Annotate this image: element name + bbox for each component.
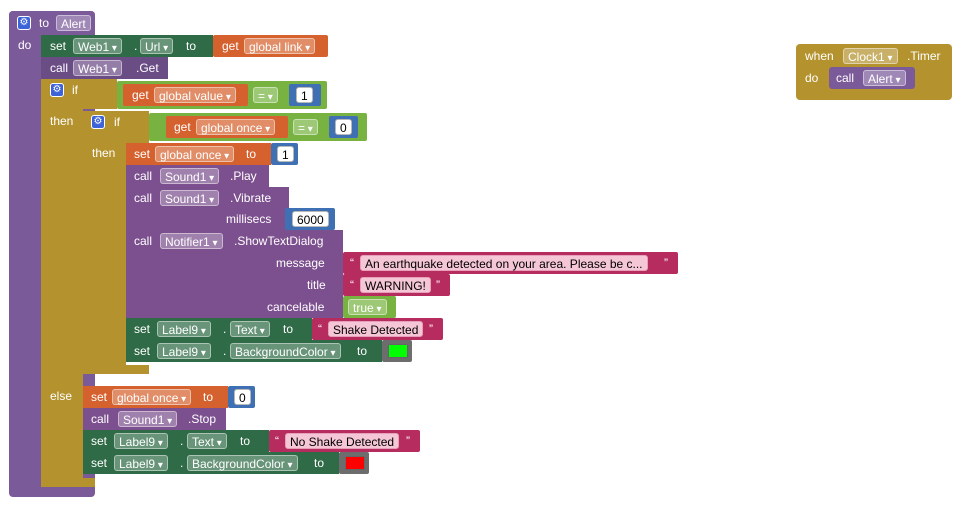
text-property-dropdown[interactable]: Text — [187, 433, 227, 449]
url-property-dropdown[interactable]: Url — [140, 38, 174, 54]
to-keyword: to — [186, 39, 197, 53]
web1-component-dropdown[interactable]: Web1 — [73, 38, 122, 54]
quote-open-icon: “ — [275, 434, 279, 448]
red-color-swatch[interactable] — [345, 456, 365, 470]
quote-close-icon: ” — [429, 322, 433, 336]
sound1-component-dropdown[interactable]: Sound1 — [160, 190, 220, 206]
clock1-component-dropdown[interactable]: Clock1 — [843, 48, 898, 64]
backgroundcolor-property-dropdown[interactable]: BackgroundColor — [230, 343, 341, 359]
label9-component-dropdown[interactable]: Label9 — [114, 455, 168, 471]
stop-method-label: .Stop — [188, 412, 217, 426]
shake-detected-text-field[interactable]: Shake Detected — [328, 321, 424, 337]
label9-component-dropdown[interactable]: Label9 — [157, 321, 211, 337]
backgroundcolor-property-dropdown[interactable]: BackgroundColor — [187, 455, 298, 471]
if-gear-icon[interactable]: ⚙ — [50, 83, 64, 97]
quote-open-icon: “ — [350, 278, 354, 292]
if-keyword: if — [72, 83, 78, 97]
true-value-dropdown[interactable]: true — [348, 299, 387, 315]
global-once-variable-dropdown[interactable]: global once — [155, 146, 235, 162]
alert-procedure-dropdown[interactable]: Alert — [863, 70, 906, 86]
when-keyword: when — [805, 49, 834, 63]
to-keyword: to — [240, 434, 251, 448]
show-text-dialog-method-label: .ShowTextDialog — [234, 234, 324, 248]
get-keyword: get — [132, 88, 149, 102]
keyword-do: do — [18, 38, 32, 52]
procedure-name-field[interactable]: Alert — [56, 15, 91, 31]
number-value-field[interactable]: 1 — [277, 146, 294, 162]
number-value-field[interactable]: 6000 — [292, 211, 329, 227]
dot-separator: . — [134, 39, 138, 53]
message-text-field[interactable]: An earthquake detected on your area. Ple… — [360, 255, 648, 271]
millisecs-param-label: millisecs — [226, 212, 272, 226]
number-value-field[interactable]: 0 — [335, 119, 352, 135]
call-keyword: call — [134, 191, 153, 205]
else-keyword: else — [50, 389, 73, 403]
get-keyword: get — [174, 120, 191, 134]
inner-if-keyword: if — [114, 115, 120, 129]
call-keyword: call — [50, 61, 69, 75]
sound1-component-dropdown[interactable]: Sound1 — [118, 411, 178, 427]
inner-if-block[interactable] — [83, 111, 126, 373]
call-keyword: call — [91, 412, 110, 426]
dot-separator: . — [180, 456, 184, 470]
quote-close-icon: ” — [664, 256, 668, 270]
then-keyword: then — [50, 114, 74, 128]
inner-if-bottom[interactable] — [83, 365, 149, 374]
to-keyword: to — [203, 390, 214, 404]
set-keyword: set — [134, 344, 151, 358]
set-keyword: set — [91, 434, 108, 448]
cancelable-param-label: cancelable — [267, 300, 325, 314]
get-keyword: get — [222, 39, 239, 53]
global-link-variable-dropdown[interactable]: global link — [244, 38, 316, 54]
to-keyword: to — [246, 147, 257, 161]
set-keyword: set — [91, 456, 108, 470]
call-keyword: call — [134, 234, 153, 248]
equals-operator-dropdown[interactable]: = — [253, 87, 278, 103]
if-else-bottom[interactable] — [41, 478, 95, 487]
set-keyword: set — [91, 390, 108, 404]
vibrate-method-label: .Vibrate — [230, 191, 272, 205]
keyword-to: to — [39, 16, 50, 30]
inner-if-gear-icon[interactable]: ⚙ — [91, 115, 105, 129]
dot-separator: . — [180, 434, 184, 448]
to-keyword: to — [283, 322, 294, 336]
set-keyword: set — [134, 147, 151, 161]
timer-event-label: .Timer — [907, 49, 941, 63]
global-once-variable-dropdown[interactable]: global once — [112, 389, 192, 405]
label9-component-dropdown[interactable]: Label9 — [114, 433, 168, 449]
green-color-swatch[interactable] — [388, 344, 408, 358]
title-text-field[interactable]: WARNING! — [360, 277, 431, 293]
sound1-component-dropdown[interactable]: Sound1 — [160, 168, 220, 184]
quote-close-icon: ” — [406, 434, 410, 448]
to-keyword: to — [314, 456, 325, 470]
if-else-block[interactable] — [41, 79, 83, 485]
label9-component-dropdown[interactable]: Label9 — [157, 343, 211, 359]
do-keyword: do — [805, 71, 819, 85]
notifier1-component-dropdown[interactable]: Notifier1 — [160, 233, 223, 249]
get-method-label: .Get — [136, 61, 159, 75]
play-method-label: .Play — [230, 169, 257, 183]
set-keyword: set — [50, 39, 67, 53]
title-param-label: title — [307, 278, 326, 292]
inner-then-keyword: then — [92, 146, 116, 160]
web1-get-component-dropdown[interactable]: Web1 — [73, 60, 122, 76]
global-once-variable-dropdown[interactable]: global once — [196, 119, 276, 135]
text-property-dropdown[interactable]: Text — [230, 321, 270, 337]
dot-separator: . — [223, 344, 227, 358]
message-param-label: message — [276, 256, 325, 270]
dot-separator: . — [223, 322, 227, 336]
number-value-field[interactable]: 1 — [296, 87, 313, 103]
quote-open-icon: “ — [350, 256, 354, 270]
set-keyword: set — [134, 322, 151, 336]
procedure-gear-icon[interactable]: ⚙ — [17, 16, 31, 30]
quote-close-icon: ” — [436, 278, 440, 292]
to-keyword: to — [357, 344, 368, 358]
quote-open-icon: “ — [318, 322, 322, 336]
call-keyword: call — [836, 71, 855, 85]
no-shake-detected-text-field[interactable]: No Shake Detected — [285, 433, 400, 449]
call-keyword: call — [134, 169, 153, 183]
equals-operator-dropdown[interactable]: = — [293, 119, 318, 135]
global-value-variable-dropdown[interactable]: global value — [154, 87, 236, 103]
number-value-field[interactable]: 0 — [234, 389, 251, 405]
